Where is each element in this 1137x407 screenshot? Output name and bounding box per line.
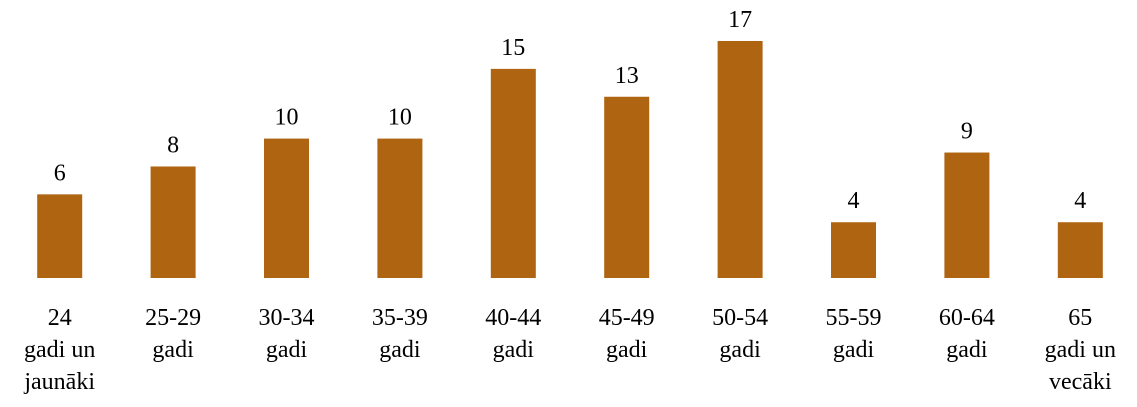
x-tick-label: 60-64 gadi (938, 305, 995, 363)
bar (490, 68, 536, 278)
x-tick-label: 40-44 gadi (485, 305, 542, 363)
bar (717, 41, 763, 278)
x-tick-label: 65 gadi un vecāki (1044, 305, 1116, 395)
value-label: 17 (728, 7, 752, 33)
bar (264, 138, 309, 278)
x-tick-label: 25-29 gadi (145, 305, 202, 363)
bar (37, 194, 83, 278)
x-tick-label: 45-49 gadi (598, 305, 655, 363)
value-label: 4 (848, 188, 860, 214)
bar (1057, 222, 1103, 278)
bar (831, 222, 876, 278)
value-label: 8 (167, 132, 179, 158)
value-label: 10 (388, 105, 412, 131)
x-tick-label: 50-54 gadi (712, 305, 769, 363)
x-tick-label: 24 gadi un jaunāki (24, 305, 96, 395)
bar (944, 152, 990, 278)
bar (604, 96, 650, 278)
x-tick-label: 30-34 gadi (258, 305, 315, 363)
value-label: 9 (961, 119, 973, 145)
value-label: 4 (1074, 188, 1086, 214)
value-label: 6 (54, 160, 66, 186)
bar (150, 166, 196, 278)
x-tick-label: 55-59 gadi (825, 305, 882, 363)
x-tick-label: 35-39 gadi (371, 305, 428, 363)
value-label: 10 (275, 105, 299, 131)
bar (377, 138, 423, 278)
value-label: 15 (501, 35, 525, 61)
value-label: 13 (615, 63, 639, 89)
